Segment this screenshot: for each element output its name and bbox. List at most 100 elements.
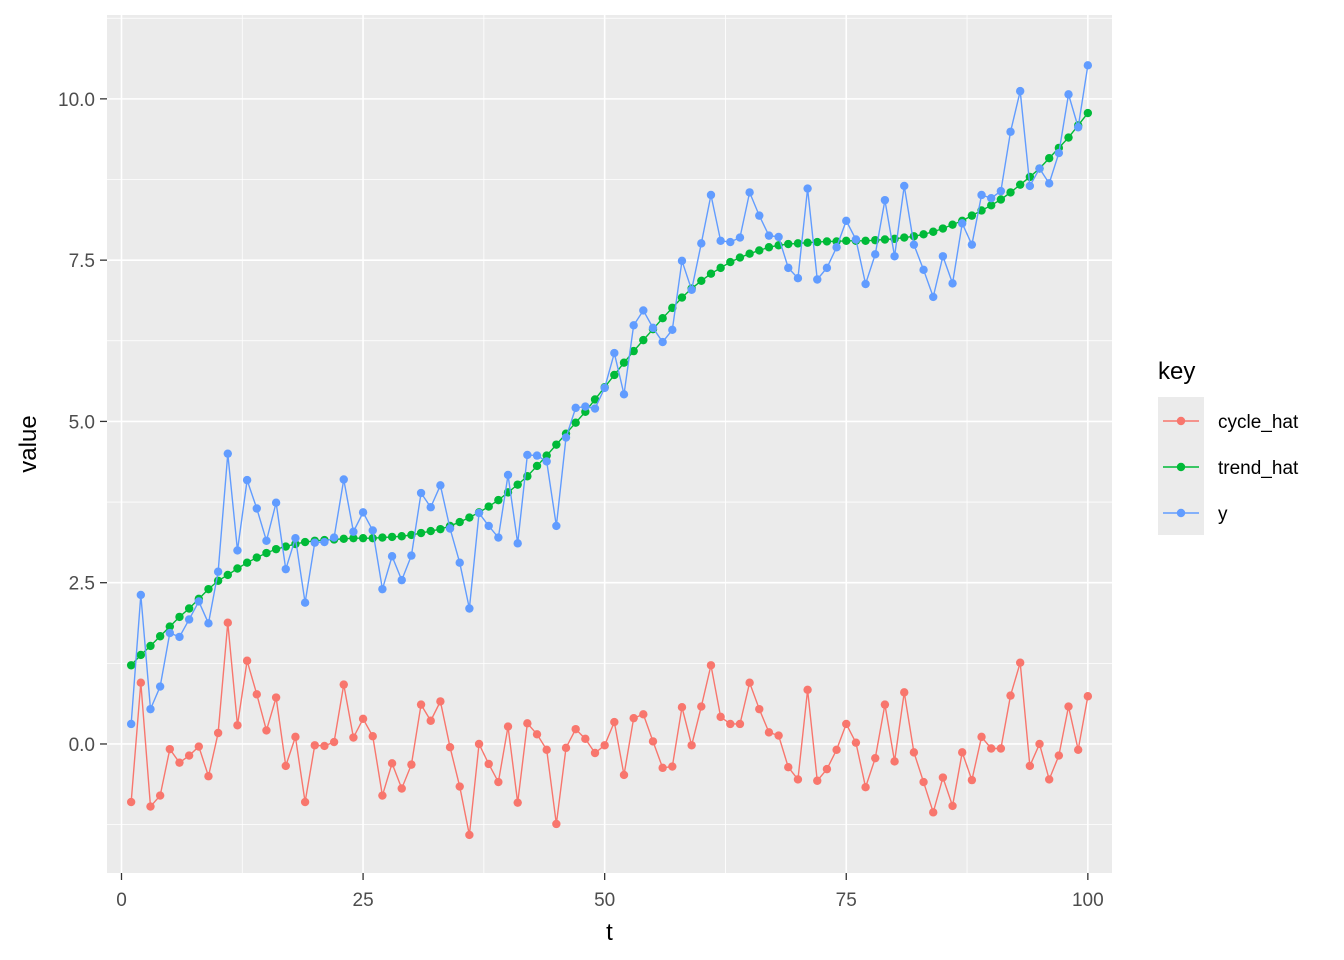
data-point	[996, 744, 1006, 753]
data-point	[126, 797, 136, 807]
data-point	[813, 275, 822, 284]
data-point	[987, 194, 996, 203]
data-point	[378, 584, 387, 594]
data-point	[629, 713, 638, 723]
data-point	[349, 527, 358, 536]
legend-label: trend_hat	[1218, 458, 1299, 479]
data-point	[339, 534, 348, 544]
data-point	[358, 533, 368, 543]
series-line	[130, 622, 1089, 836]
data-point	[1025, 181, 1035, 191]
legend-item-trend_hat: trend_hat	[1163, 458, 1299, 479]
data-point	[262, 726, 271, 735]
data-point	[996, 186, 1006, 196]
data-point	[861, 783, 870, 792]
plot-panel	[107, 15, 1112, 873]
data-point	[610, 348, 619, 358]
data-point	[1006, 127, 1015, 136]
legend-key-point	[1176, 508, 1186, 518]
data-point	[677, 703, 687, 712]
data-point	[329, 737, 339, 747]
data-point	[803, 685, 812, 694]
data-point	[958, 748, 967, 757]
data-point	[793, 239, 803, 248]
data-point	[890, 757, 899, 766]
data-point	[658, 337, 667, 347]
data-point	[494, 777, 503, 787]
data-point	[600, 383, 609, 393]
data-point	[233, 546, 242, 555]
data-point	[1006, 188, 1015, 197]
data-point	[987, 744, 996, 753]
data-point	[223, 618, 232, 627]
x-tick-label: 50	[594, 890, 615, 911]
data-point	[687, 285, 696, 295]
data-point	[1044, 154, 1054, 163]
data-point	[938, 773, 948, 782]
data-point	[842, 719, 851, 729]
data-point	[1054, 751, 1064, 760]
data-point	[213, 728, 223, 738]
data-point	[523, 450, 532, 460]
data-point	[503, 470, 513, 480]
data-point	[233, 721, 242, 730]
data-point	[639, 710, 648, 719]
data-point	[813, 776, 822, 785]
data-point	[242, 558, 252, 567]
data-point	[900, 688, 909, 697]
data-point	[929, 227, 938, 236]
data-point	[184, 615, 194, 624]
y-axis-title: value	[15, 415, 42, 472]
data-point	[378, 533, 387, 542]
data-point	[136, 678, 146, 687]
data-point	[165, 622, 175, 631]
data-point	[948, 220, 957, 229]
data-point	[532, 451, 542, 460]
series-y	[126, 61, 1093, 729]
data-point	[300, 797, 310, 807]
data-point	[465, 604, 474, 613]
data-point	[465, 830, 474, 840]
data-point	[184, 604, 194, 613]
data-point	[262, 548, 271, 558]
legend-label: y	[1218, 504, 1228, 525]
data-point	[407, 551, 416, 560]
data-point	[532, 461, 542, 471]
data-point	[745, 249, 754, 258]
major-gridlines	[107, 15, 1112, 873]
data-point	[204, 619, 213, 628]
data-point	[310, 538, 319, 547]
data-point	[542, 457, 551, 466]
data-point	[542, 451, 551, 460]
data-point	[735, 233, 745, 242]
data-point	[967, 775, 977, 785]
data-point	[300, 598, 310, 607]
data-point	[861, 279, 870, 289]
data-point	[155, 682, 165, 691]
data-point	[784, 763, 793, 772]
series-line	[130, 65, 1089, 725]
data-point	[223, 449, 232, 458]
data-point	[204, 772, 213, 781]
data-point	[880, 235, 890, 244]
data-point	[716, 236, 725, 245]
data-point	[155, 791, 165, 800]
data-point	[851, 235, 861, 244]
data-point	[716, 712, 725, 722]
data-point	[1015, 86, 1025, 96]
data-point	[146, 641, 155, 651]
data-point	[155, 632, 165, 641]
data-point	[571, 418, 580, 427]
data-point	[687, 741, 696, 750]
data-point	[745, 188, 754, 197]
data-point	[571, 724, 580, 734]
data-point	[880, 700, 890, 709]
data-point	[513, 798, 522, 807]
data-point	[919, 265, 928, 275]
x-tick-label: 25	[353, 890, 374, 911]
x-tick-label: 100	[1072, 890, 1104, 911]
data-point	[146, 704, 155, 714]
data-point	[900, 233, 909, 242]
data-point	[590, 748, 600, 758]
